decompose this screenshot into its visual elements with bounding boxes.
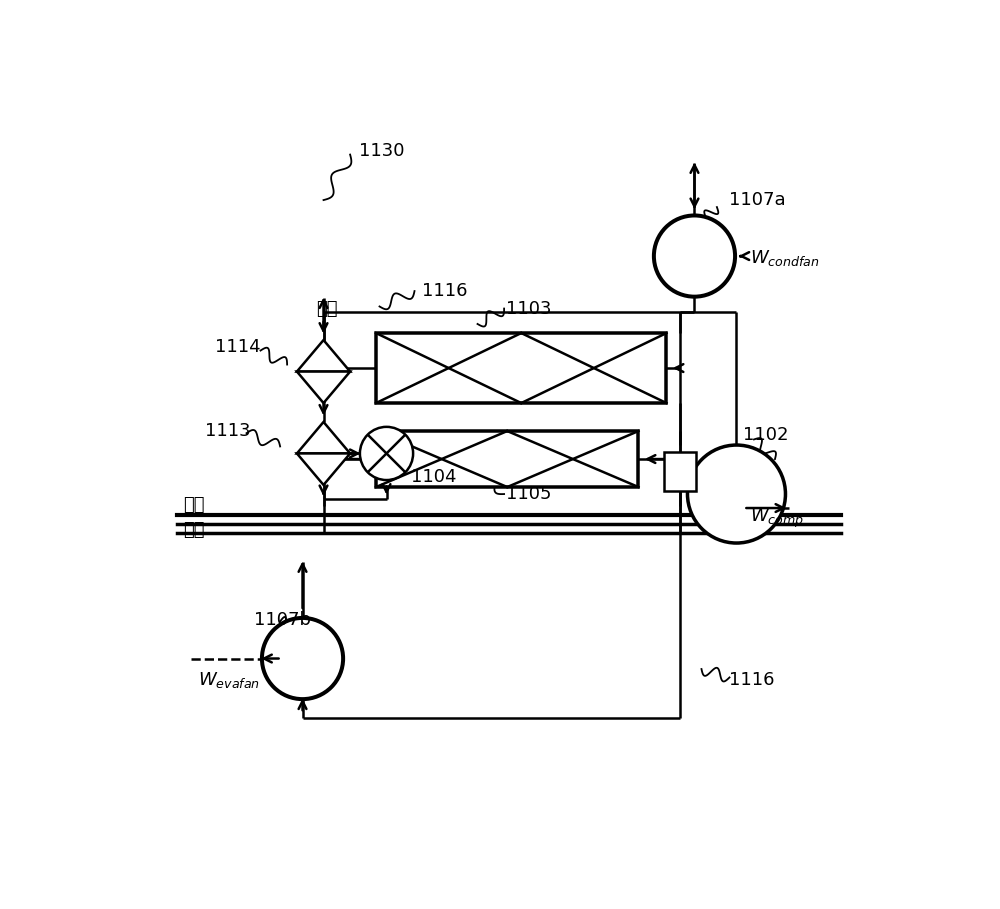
Text: 1116: 1116 [422,282,467,300]
Text: 1104: 1104 [411,467,457,485]
Polygon shape [297,372,350,403]
Bar [664,452,696,491]
Text: $W_{condfan}$: $W_{condfan}$ [750,248,820,268]
Polygon shape [297,454,350,484]
Text: 1103: 1103 [506,300,551,317]
Text: $W_{comp}$: $W_{comp}$ [750,507,805,530]
Text: 室外: 室外 [184,495,205,514]
Text: 1102: 1102 [743,425,789,444]
Circle shape [654,215,735,296]
Circle shape [360,427,413,480]
Text: 1107b: 1107b [254,611,311,629]
Text: 1114: 1114 [215,338,261,356]
Text: 室内: 室内 [184,522,205,539]
Circle shape [687,445,785,543]
Text: 1116: 1116 [729,671,775,688]
Bar [376,431,638,487]
Text: 清洗: 清洗 [317,300,338,317]
Polygon shape [297,340,350,372]
Polygon shape [297,422,350,454]
Circle shape [262,618,343,699]
Text: 1130: 1130 [359,142,404,160]
Text: 1113: 1113 [205,422,250,440]
Text: 1107a: 1107a [729,191,786,209]
Text: $W_{evafan}$: $W_{evafan}$ [198,670,260,690]
Text: 1105: 1105 [506,485,551,503]
Bar [376,333,666,403]
